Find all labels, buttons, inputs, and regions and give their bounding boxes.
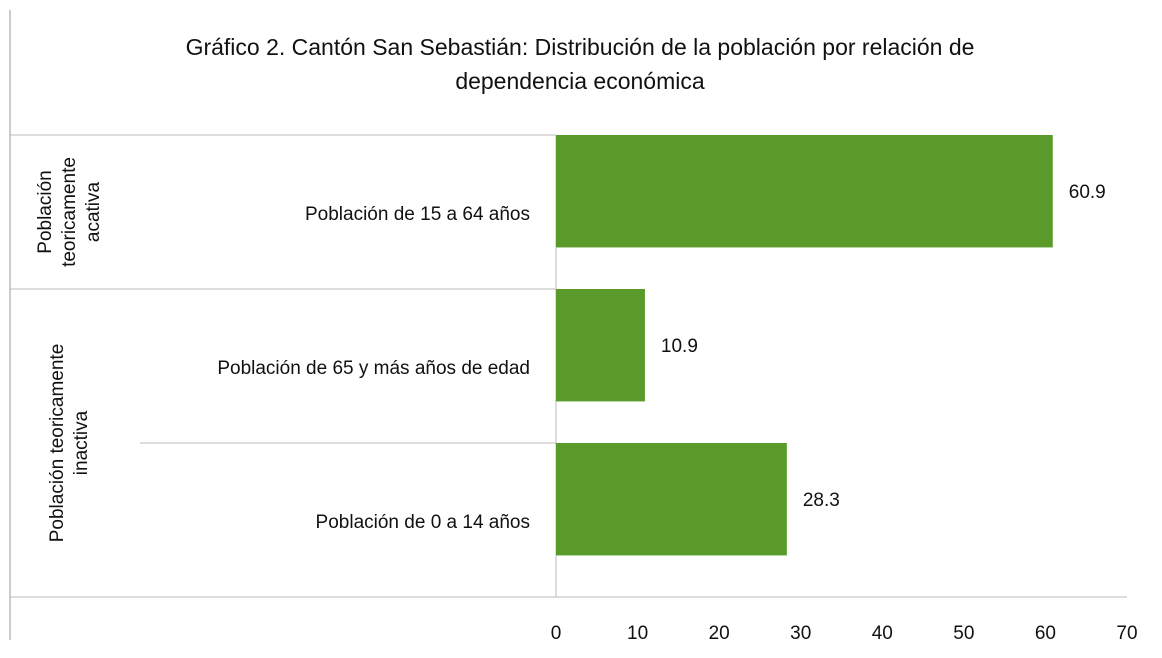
- group-label-line: teoricamente: [59, 157, 80, 267]
- chart-title: Gráfico 2. Cantón San Sebastián: Distrib…: [185, 34, 975, 94]
- x-tick-label: 40: [872, 623, 893, 644]
- y-tick-label: Población de 0 a 14 años: [316, 512, 530, 533]
- group-label-line: acativa: [83, 181, 104, 242]
- value-label: 60.9: [1069, 182, 1106, 203]
- x-tick-label: 0: [551, 623, 562, 644]
- x-tick-label: 20: [709, 623, 730, 644]
- x-tick-label: 60: [1035, 623, 1056, 644]
- x-tick-label: 10: [627, 623, 648, 644]
- y-tick-label: Población de 15 a 64 años: [305, 204, 530, 225]
- value-label: 28.3: [803, 490, 840, 511]
- group-label-line: Población teoricamente: [47, 344, 68, 543]
- value-label: 10.9: [661, 336, 698, 357]
- bar: [556, 289, 645, 402]
- y-tick-label: Población de 65 y más años de edad: [217, 358, 530, 379]
- bar: [556, 135, 1053, 248]
- bar: [556, 443, 787, 556]
- x-tick-label: 50: [953, 623, 974, 644]
- group-label: Población teoricamente inactiva: [47, 344, 92, 543]
- x-tick-label: 70: [1116, 623, 1137, 644]
- group-label-line: inactiva: [71, 410, 92, 475]
- group-label: Población teoricamente acativa: [35, 157, 104, 267]
- x-tick-label: 30: [790, 623, 811, 644]
- group-label-line: Población: [35, 170, 56, 253]
